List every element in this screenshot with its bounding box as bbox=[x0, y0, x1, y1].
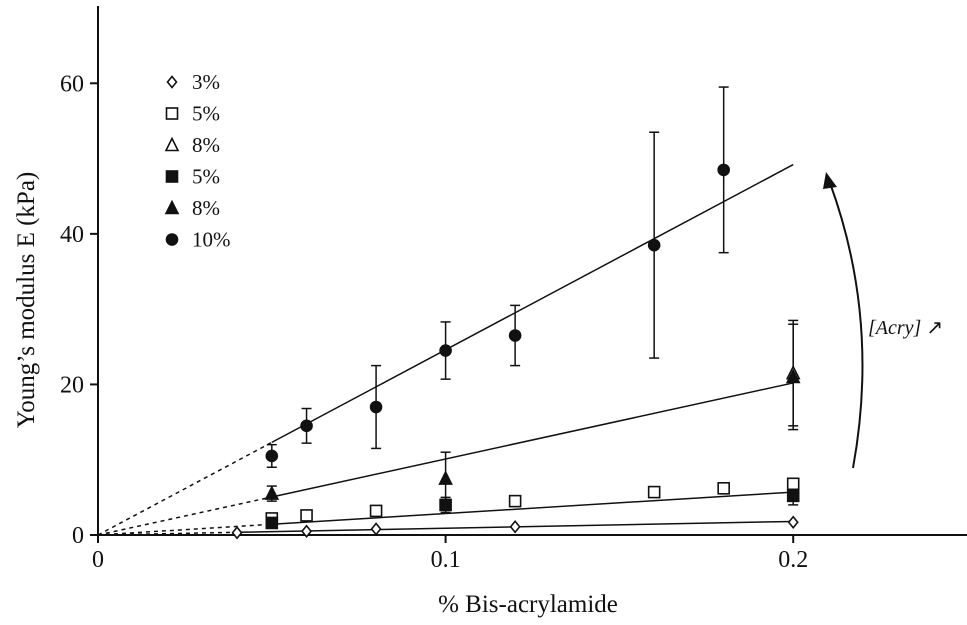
square-filled-marker bbox=[786, 489, 800, 503]
square-filled-marker bbox=[265, 516, 279, 530]
circle-filled-marker bbox=[508, 329, 522, 342]
fit-line-dashed bbox=[97, 496, 272, 536]
curved-arrow-head bbox=[823, 172, 837, 189]
diamond-open-marker bbox=[166, 75, 178, 89]
axes: 0 0.1 0.2 0 20 40 60 bbox=[60, 6, 967, 573]
x-tick-label: 0.1 bbox=[431, 547, 461, 573]
fit-line bbox=[271, 491, 794, 526]
y-tick-label: 60 bbox=[60, 71, 84, 97]
legend-label: 10% bbox=[192, 228, 231, 252]
circle-filled-marker bbox=[369, 400, 383, 414]
acry-label: [Acry] ↗ bbox=[868, 317, 943, 339]
fit-line-dashed bbox=[97, 523, 272, 536]
circle-filled-marker bbox=[717, 163, 730, 177]
error-bars bbox=[266, 86, 799, 514]
square-filled-marker bbox=[165, 170, 179, 183]
circle-filled-marker bbox=[265, 449, 279, 463]
square-filled-marker bbox=[439, 498, 452, 512]
acry-arrow: ↗ bbox=[926, 317, 943, 339]
legend-label: 3% bbox=[192, 70, 220, 94]
fit-line-dashed bbox=[97, 441, 273, 536]
x-ticks: 0 0.1 0.2 bbox=[92, 535, 808, 573]
triangle-filled-marker bbox=[438, 470, 453, 485]
legend: 3% 5% 8% 5% 8% 10% bbox=[164, 70, 231, 252]
diamond-open-marker bbox=[301, 524, 313, 538]
legend-label: 5% bbox=[192, 102, 220, 126]
square-open-marker bbox=[165, 107, 179, 120]
y-tick-label: 40 bbox=[60, 222, 84, 248]
y-tick-label: 0 bbox=[72, 523, 84, 549]
fit-line bbox=[271, 382, 794, 498]
square-open-marker bbox=[300, 509, 313, 522]
legend-label: 8% bbox=[192, 196, 220, 220]
square-open-marker bbox=[786, 477, 800, 491]
diamond-open-marker bbox=[231, 525, 243, 540]
legend-label: 8% bbox=[192, 133, 220, 157]
circle-filled-marker bbox=[439, 344, 452, 357]
circle-filled-marker bbox=[647, 238, 661, 252]
square-open-marker bbox=[647, 485, 661, 499]
fit-line bbox=[271, 163, 794, 444]
circle-filled-marker bbox=[300, 419, 313, 433]
fit-lines bbox=[97, 163, 794, 536]
concentration-annotation: [Acry] ↗ bbox=[823, 172, 943, 469]
markers bbox=[231, 163, 801, 540]
y-axis-label: Young’s modulus E (kPa) bbox=[13, 172, 40, 429]
y-ticks: 0 20 40 60 bbox=[60, 71, 98, 549]
legend-label: 5% bbox=[192, 165, 220, 189]
diamond-open-marker bbox=[787, 515, 799, 529]
square-open-marker bbox=[508, 494, 522, 508]
triangle-filled-marker bbox=[785, 368, 801, 384]
diamond-open-marker bbox=[370, 522, 382, 536]
acry-text: [Acry] bbox=[868, 317, 921, 339]
triangle-filled-marker bbox=[264, 485, 280, 500]
y-tick-label: 20 bbox=[60, 372, 84, 398]
x-tick-label: 0.2 bbox=[778, 547, 808, 573]
fit-line-dashed bbox=[97, 531, 238, 536]
triangle-filled-marker bbox=[164, 199, 180, 215]
triangle-open-marker bbox=[164, 136, 180, 152]
square-open-marker bbox=[717, 482, 730, 495]
x-tick-label: 0 bbox=[92, 547, 104, 573]
diamond-open-marker bbox=[509, 519, 521, 534]
square-open-marker bbox=[369, 504, 383, 518]
x-axis-label: % Bis-acrylamide bbox=[438, 591, 618, 618]
circle-filled-marker bbox=[165, 233, 179, 246]
curved-arrow bbox=[829, 182, 864, 469]
